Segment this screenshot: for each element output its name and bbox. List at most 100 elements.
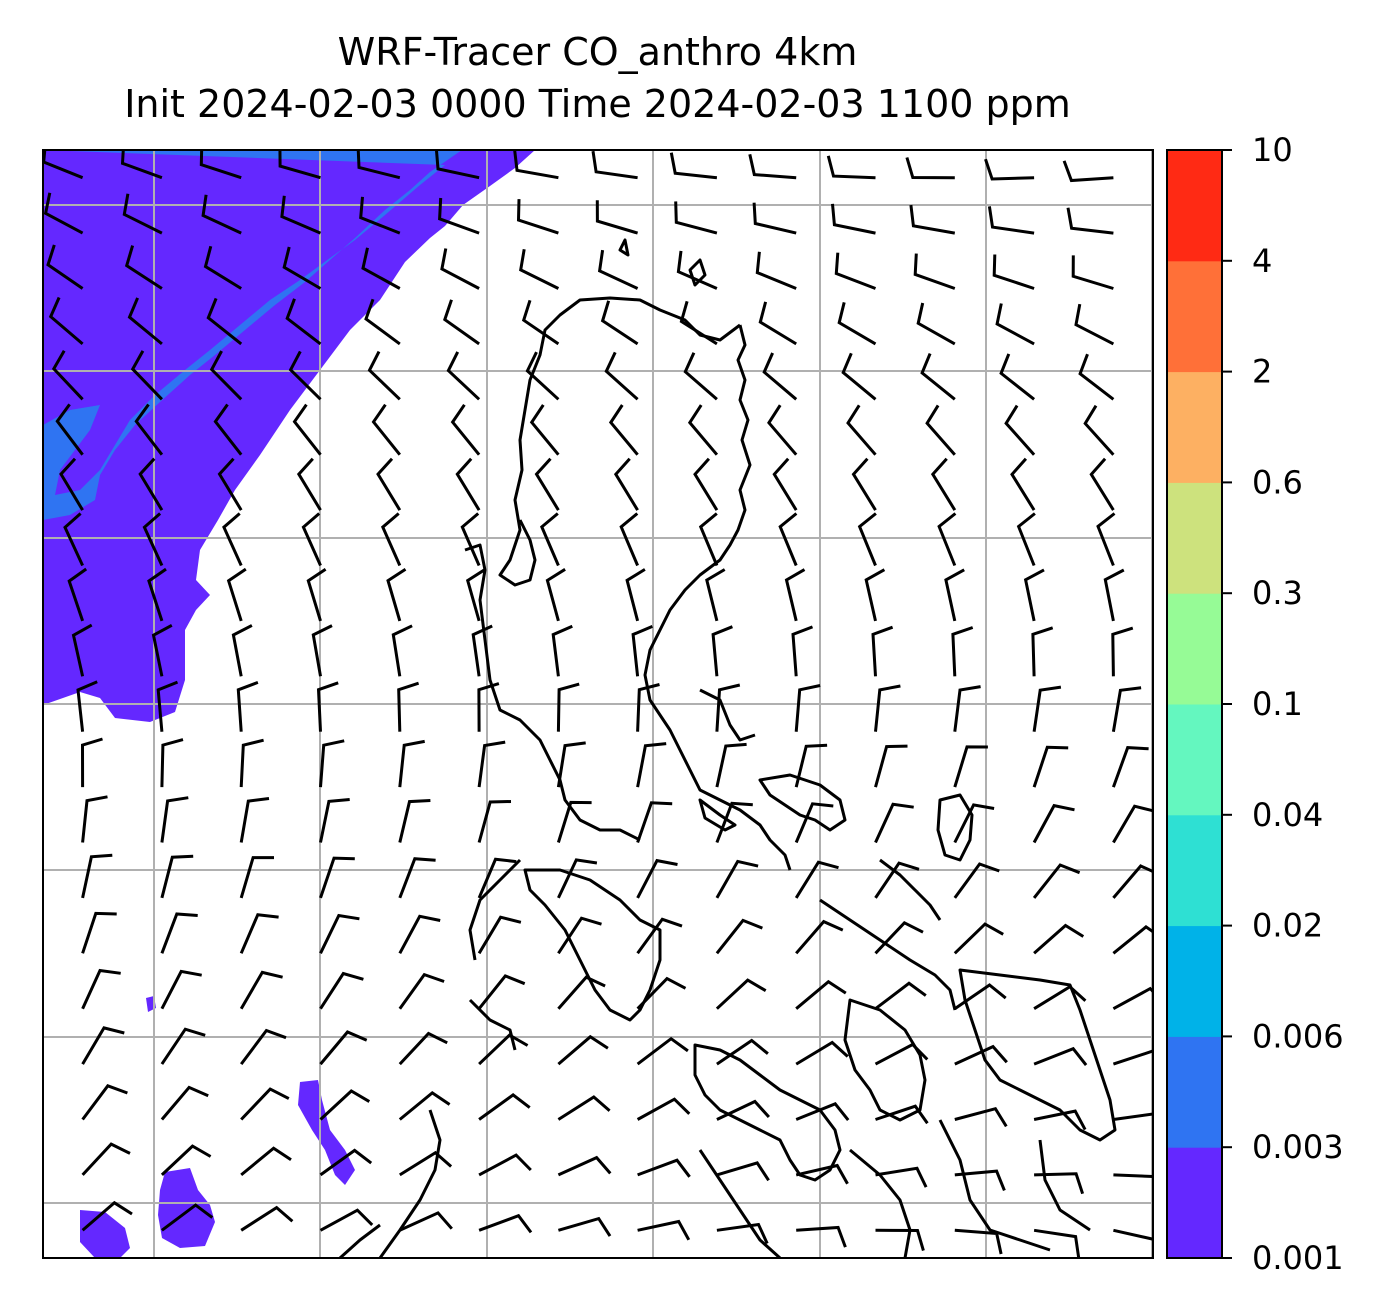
wind-barb bbox=[778, 512, 798, 567]
wind-barb bbox=[319, 1148, 373, 1177]
wind-barb bbox=[557, 1095, 611, 1121]
colorbar-tick-label: 10 bbox=[1252, 131, 1293, 169]
wind-barb bbox=[147, 567, 167, 622]
colorbar-segment bbox=[1167, 925, 1222, 1037]
wind-barb bbox=[916, 302, 956, 346]
wind-barb bbox=[874, 684, 901, 732]
wind-barb bbox=[319, 739, 345, 788]
wind-barb bbox=[477, 800, 512, 843]
wind-barb bbox=[834, 252, 877, 290]
wind-barb bbox=[278, 150, 321, 180]
wind-barb bbox=[841, 352, 877, 401]
wind-barb bbox=[161, 1203, 214, 1232]
wind-barb bbox=[156, 680, 179, 732]
wind-barb bbox=[953, 803, 995, 844]
wind-barb bbox=[455, 457, 481, 511]
wind-barb bbox=[913, 253, 956, 290]
wind-barb bbox=[557, 1155, 612, 1177]
wind-barb bbox=[953, 922, 1004, 955]
wind-barb bbox=[217, 457, 243, 511]
wind-barb bbox=[386, 567, 407, 622]
wind-barb bbox=[1111, 686, 1142, 732]
wind-barb bbox=[51, 349, 84, 401]
wind-barb bbox=[1066, 207, 1114, 235]
wind-barb bbox=[201, 194, 242, 235]
colorbar-tick-label: 0.006 bbox=[1252, 1017, 1344, 1055]
wind-barb bbox=[1033, 984, 1087, 1010]
wind-barb bbox=[795, 1101, 850, 1122]
wind-barb bbox=[1033, 1228, 1081, 1258]
wind-barb bbox=[1113, 1228, 1153, 1243]
wind-barb bbox=[134, 403, 164, 456]
coastlines bbox=[338, 238, 1117, 1258]
wind-barb bbox=[213, 403, 243, 456]
wind-barb bbox=[477, 915, 522, 955]
wind-barb bbox=[59, 457, 84, 511]
wind-barb bbox=[399, 1211, 453, 1232]
wind-barb bbox=[755, 251, 797, 290]
wind-barb bbox=[478, 1093, 531, 1121]
wind-barb bbox=[715, 742, 747, 788]
wind-barb bbox=[597, 249, 639, 290]
wind-barb bbox=[683, 352, 718, 401]
wind-barb bbox=[851, 457, 877, 511]
wind-barb bbox=[434, 150, 480, 180]
wind-barb bbox=[1083, 404, 1115, 456]
wind-barb bbox=[443, 299, 480, 346]
wind-barb bbox=[951, 626, 974, 677]
wind-barb bbox=[954, 1228, 1003, 1255]
wind-barb bbox=[846, 404, 877, 456]
wind-barb bbox=[285, 298, 322, 346]
wind-barb bbox=[160, 969, 202, 1010]
wind-barb bbox=[319, 971, 364, 1010]
wind-barb bbox=[319, 1208, 374, 1232]
wind-barb bbox=[477, 857, 517, 899]
wind-barb bbox=[127, 297, 163, 346]
wind-barb bbox=[1111, 626, 1134, 677]
wind-barb bbox=[465, 568, 487, 622]
wind-barb bbox=[288, 350, 322, 401]
wind-barb bbox=[239, 856, 274, 899]
wind-barb bbox=[999, 353, 1036, 401]
wind-barb bbox=[1113, 1173, 1153, 1179]
wind-barb bbox=[478, 1033, 529, 1066]
colorbar-tick-label: 0.3 bbox=[1252, 574, 1303, 612]
wind-barb bbox=[669, 152, 718, 180]
wind-barb bbox=[1071, 255, 1114, 290]
wind-barb bbox=[206, 297, 243, 346]
wind-barb bbox=[595, 200, 639, 235]
colorbar-tick-label: 0.04 bbox=[1252, 796, 1323, 834]
wind-barb bbox=[525, 351, 560, 401]
wind-barb bbox=[319, 1089, 371, 1121]
wind-barb bbox=[557, 1216, 612, 1237]
wind-barb bbox=[1074, 303, 1115, 346]
wind-barb bbox=[1016, 512, 1036, 567]
wind-barb bbox=[222, 512, 243, 567]
wind-barb bbox=[282, 246, 322, 290]
wind-barb bbox=[953, 862, 1000, 899]
wind-barb bbox=[604, 351, 639, 401]
colorbar-segment bbox=[1167, 704, 1222, 816]
wind-barb bbox=[1034, 1172, 1085, 1195]
wind-barb bbox=[794, 802, 834, 844]
wind-barb bbox=[160, 1085, 209, 1121]
wind-barb bbox=[693, 457, 719, 511]
wind-barb bbox=[1112, 925, 1153, 955]
wind-barb bbox=[280, 195, 322, 235]
wind-barb bbox=[120, 150, 163, 180]
wind-barb bbox=[794, 860, 839, 899]
wind-barb bbox=[831, 203, 876, 235]
wind-barb bbox=[715, 859, 759, 899]
wind-barb bbox=[43, 192, 84, 235]
wind-barb bbox=[380, 512, 402, 567]
wind-barb bbox=[160, 1027, 206, 1065]
wind-barb bbox=[138, 457, 164, 511]
colorbar-tick-label: 0.6 bbox=[1252, 463, 1303, 501]
wind-barb bbox=[758, 301, 797, 346]
wind-barb bbox=[591, 150, 638, 180]
wind-barb bbox=[450, 403, 481, 456]
title-line-1: WRF-Tracer CO_anthro 4km bbox=[337, 30, 858, 74]
wind-barb bbox=[679, 300, 718, 346]
wind-barb bbox=[772, 457, 798, 511]
